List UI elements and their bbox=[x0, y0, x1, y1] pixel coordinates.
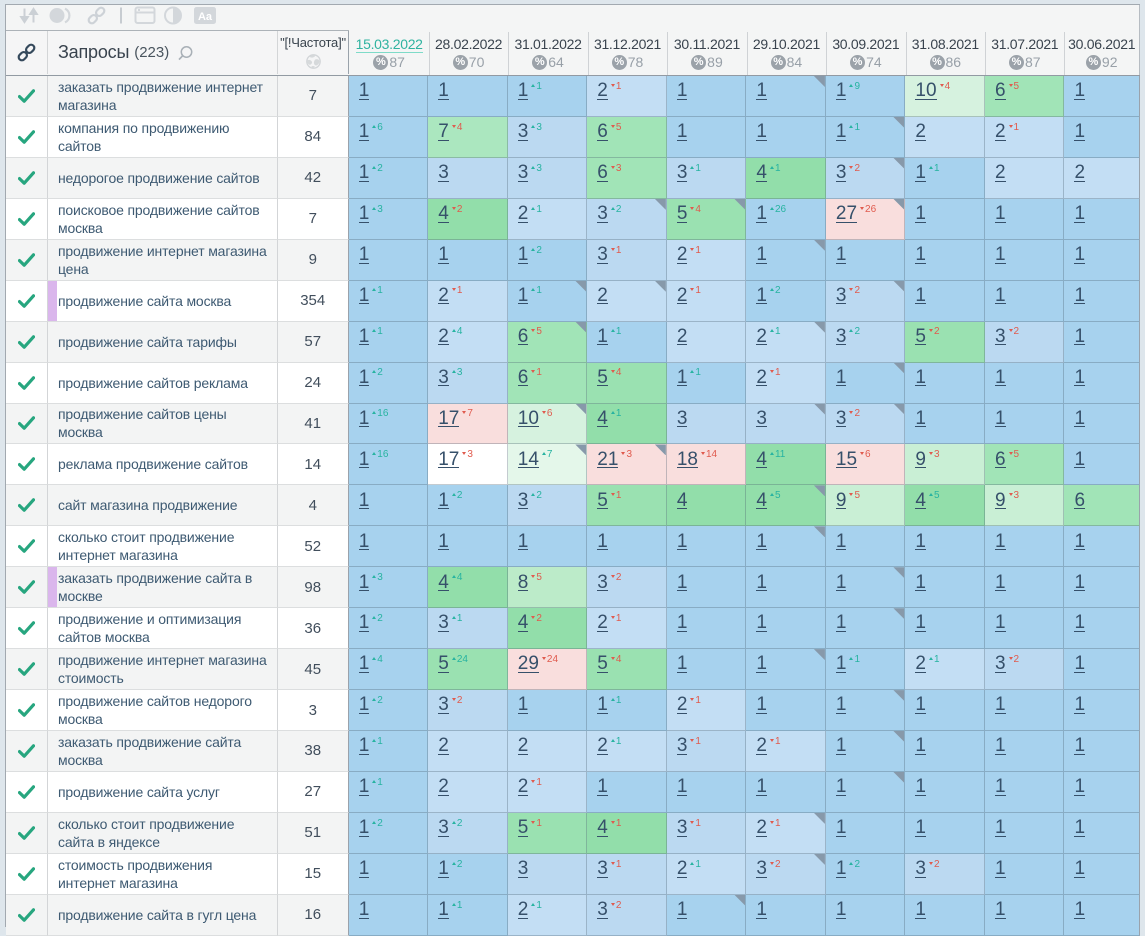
svg-text:Aa: Aa bbox=[198, 11, 213, 23]
